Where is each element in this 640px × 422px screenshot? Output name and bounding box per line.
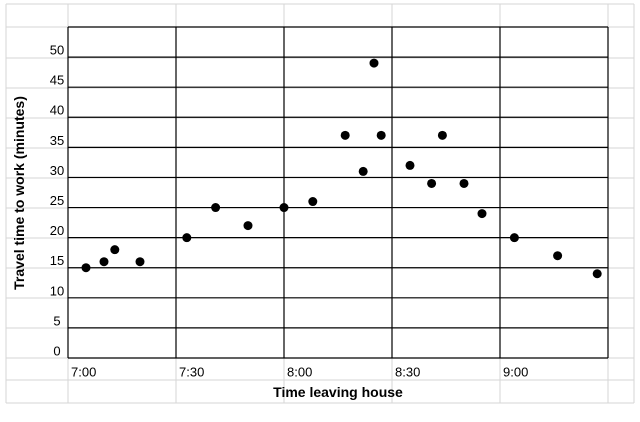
data-point xyxy=(553,251,563,261)
data-point xyxy=(369,58,379,68)
data-point xyxy=(405,160,415,170)
y-tick-label: 45 xyxy=(50,73,64,88)
x-tick-label: 9:00 xyxy=(503,364,528,379)
data-point xyxy=(308,197,318,207)
data-point xyxy=(99,257,109,267)
y-tick-label: 5 xyxy=(53,313,60,328)
data-point xyxy=(592,269,602,279)
data-point xyxy=(437,130,447,140)
y-tick-label: 20 xyxy=(50,223,64,238)
y-tick-label: 35 xyxy=(50,133,64,148)
outer-grid-lines xyxy=(5,3,635,404)
data-point xyxy=(427,178,437,188)
data-point xyxy=(358,166,368,176)
x-tick-label: 7:00 xyxy=(71,364,96,379)
data-point xyxy=(243,221,253,231)
y-tick-labels: 0 5 10 15 20 25 30 35 40 45 50 xyxy=(50,43,64,359)
data-point xyxy=(340,130,350,140)
data-point xyxy=(81,263,91,273)
data-point xyxy=(279,203,289,213)
y-tick-label: 15 xyxy=(50,253,64,268)
x-tick-label: 7:30 xyxy=(179,364,204,379)
data-point xyxy=(459,178,469,188)
data-point xyxy=(477,209,487,219)
data-point xyxy=(110,245,120,255)
y-tick-label: 25 xyxy=(50,193,64,208)
data-point xyxy=(211,203,221,213)
data-point xyxy=(509,233,519,243)
x-tick-label: 8:30 xyxy=(395,364,420,379)
data-point xyxy=(376,130,386,140)
y-tick-label: 30 xyxy=(50,163,64,178)
plot-grid-lines xyxy=(67,26,609,359)
x-tick-labels: 7:00 7:30 8:00 8:30 9:00 xyxy=(71,364,528,379)
x-axis-label: Time leaving house xyxy=(273,384,403,400)
y-tick-label: 0 xyxy=(53,343,60,358)
data-points xyxy=(81,58,602,279)
y-tick-label: 10 xyxy=(50,283,64,298)
y-tick-label: 50 xyxy=(50,43,64,58)
x-tick-label: 8:00 xyxy=(287,364,312,379)
y-axis-label: Travel time to work (minutes) xyxy=(11,96,27,290)
data-point xyxy=(135,257,145,267)
data-point xyxy=(182,233,192,243)
y-tick-label: 40 xyxy=(50,103,64,118)
